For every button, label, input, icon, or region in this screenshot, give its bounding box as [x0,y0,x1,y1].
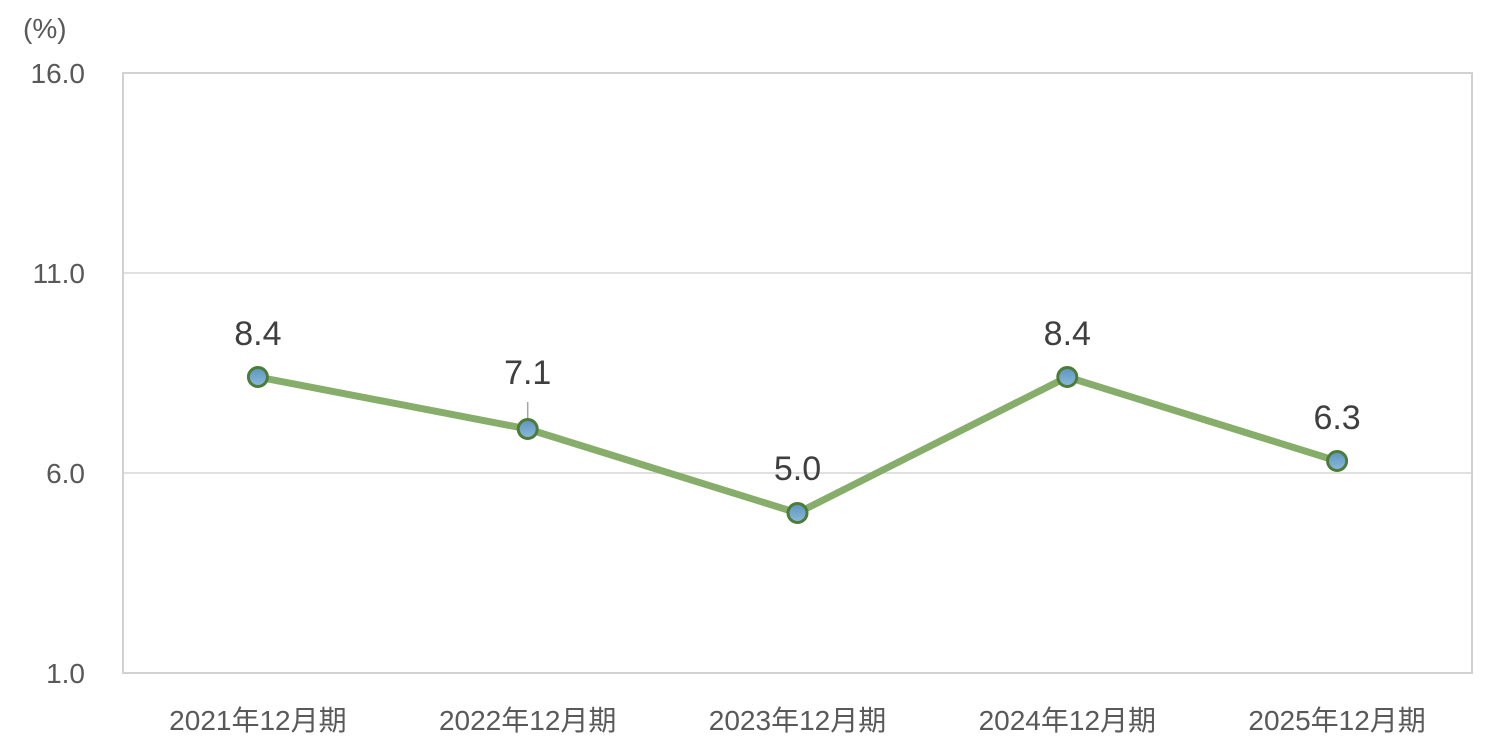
y-axis-tick-label: 6.0 [46,458,85,489]
data-value-label: 8.4 [1044,315,1091,353]
data-point-markers [246,366,1349,524]
data-series-line [254,373,1341,517]
x-axis-category-label: 2021年12月期 [169,705,346,736]
data-point-marker [516,418,539,440]
data-point-marker [1056,366,1079,388]
y-axis-unit-label: (%) [23,13,67,44]
data-value-label: 6.3 [1313,399,1360,437]
x-axis-category-label: 2024年12月期 [979,705,1156,736]
x-axis-category-label: 2023年12月期 [709,705,886,736]
data-value-label: 7.1 [504,354,551,392]
x-axis-category-label: 2022年12月期 [439,705,616,736]
data-point-marker [246,366,269,388]
series-polyline [254,373,1341,517]
data-value-label: 5.0 [774,450,821,488]
x-axis-category-label: 2025年12月期 [1248,705,1425,736]
plot-border-rect [122,72,1473,674]
data-point-marker [1326,450,1349,472]
y-axis-tick-labels: 16.0 11.0 6.0 1.0 [31,58,86,689]
gridlines [123,72,1472,674]
y-axis-tick-label: 1.0 [46,658,85,689]
data-value-label: 8.4 [234,315,281,353]
x-axis-category-labels: 2021年12月期 2022年12月期 2023年12月期 2024年12月期 2025… [169,705,1426,736]
data-point-marker [786,502,809,524]
y-axis-tick-label: 11.0 [33,258,85,289]
data-value-labels: 8.4 7.1 5.0 8.4 6.3 [234,315,1360,488]
y-axis-tick-label: 16.0 [31,58,86,89]
plot-border [122,72,1473,674]
